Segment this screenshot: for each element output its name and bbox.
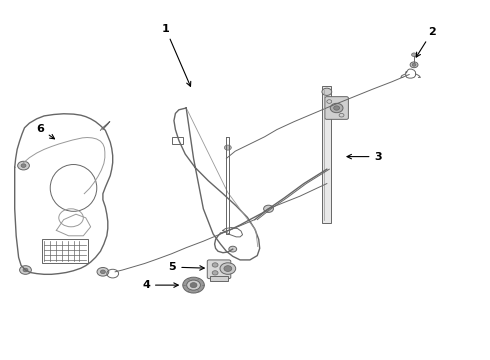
FancyBboxPatch shape xyxy=(207,260,231,279)
Circle shape xyxy=(190,283,197,288)
Circle shape xyxy=(229,246,237,252)
Circle shape xyxy=(21,164,26,167)
Circle shape xyxy=(20,266,31,274)
Circle shape xyxy=(212,263,218,267)
Circle shape xyxy=(334,106,340,110)
Bar xyxy=(172,137,183,144)
Circle shape xyxy=(224,266,232,271)
Circle shape xyxy=(100,270,105,274)
Circle shape xyxy=(322,88,332,95)
Text: 2: 2 xyxy=(416,27,436,57)
Circle shape xyxy=(212,271,218,275)
Text: 1: 1 xyxy=(162,24,191,86)
FancyBboxPatch shape xyxy=(325,96,348,120)
Bar xyxy=(322,86,331,223)
Circle shape xyxy=(264,205,273,212)
Circle shape xyxy=(220,263,236,274)
Circle shape xyxy=(97,267,109,276)
Circle shape xyxy=(412,63,416,66)
Bar xyxy=(42,239,88,263)
Text: 3: 3 xyxy=(347,152,382,162)
Circle shape xyxy=(187,280,200,290)
Text: 6: 6 xyxy=(36,124,54,139)
Circle shape xyxy=(330,103,343,113)
Text: 4: 4 xyxy=(142,280,178,290)
Circle shape xyxy=(18,161,29,170)
Circle shape xyxy=(410,62,418,68)
Circle shape xyxy=(224,145,231,150)
Circle shape xyxy=(412,53,416,57)
Text: 5: 5 xyxy=(169,262,204,272)
Circle shape xyxy=(183,277,204,293)
Bar xyxy=(210,276,228,281)
Circle shape xyxy=(23,268,28,272)
